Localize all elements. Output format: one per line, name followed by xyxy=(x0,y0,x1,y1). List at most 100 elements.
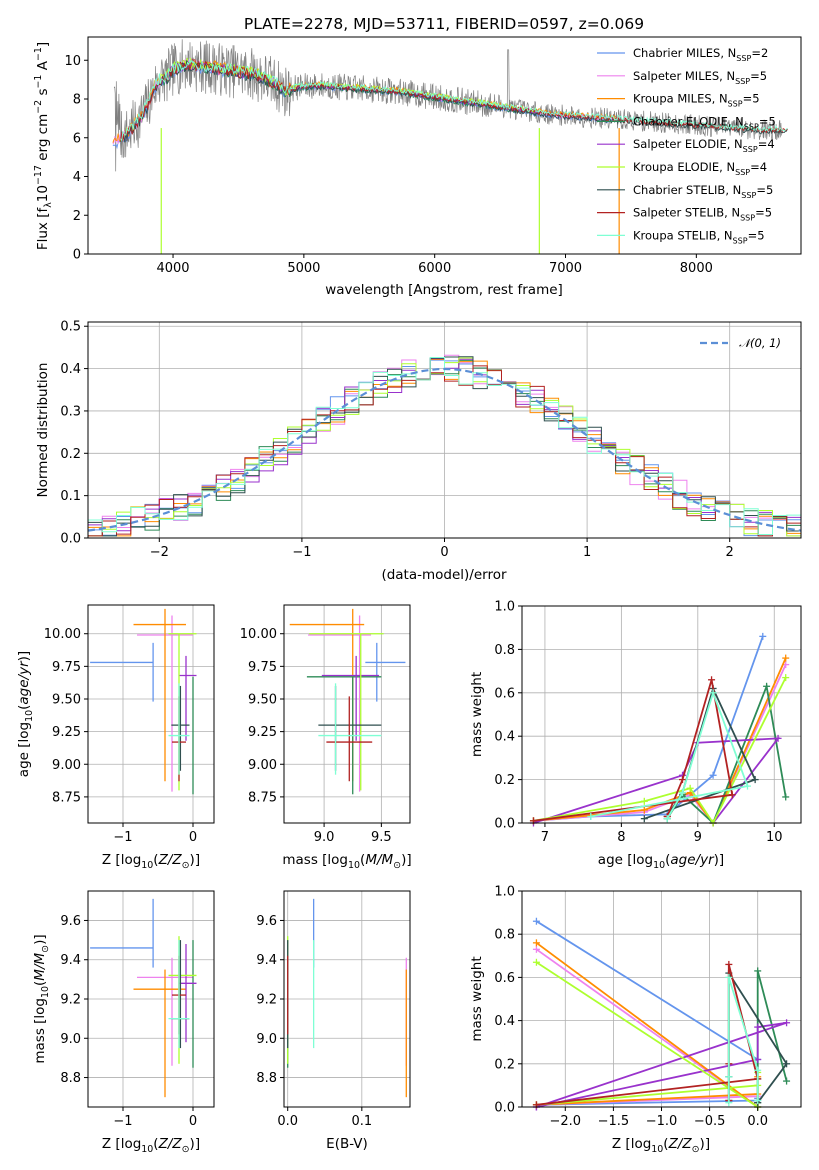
y-tick-label: 9.0 xyxy=(60,1032,81,1047)
y-tick-label: 0.2 xyxy=(494,773,515,788)
y-tick-label: 6 xyxy=(73,131,81,146)
y-tick-label: 0.2 xyxy=(60,447,81,462)
y-tick-label: 10.00 xyxy=(240,627,277,642)
legend-entry: Kroupa STELIB, NSSP=5 xyxy=(633,228,765,245)
y-tick-label: 9.50 xyxy=(52,692,81,707)
x-tick-label: −1.0 xyxy=(646,1114,678,1129)
chart-title: PLATE=2278, MJD=53711, FIBERID=0597, z=0… xyxy=(244,15,644,33)
axes-weight_vs_Z: −2.0 −1.5 −1.0 −0.5 0.0 0.0 0.2 0.4 0.6 0.8 1.0 Z [… xyxy=(469,885,802,1155)
axes-weight_vs_age: 7 8 9 10 0.0 0.2 0.4 0.6 0.8 1.0 age [log10(age/yr… xyxy=(469,600,802,871)
plot-area xyxy=(529,632,790,827)
y-tick-label: 8.8 xyxy=(256,1071,277,1086)
y-tick-label: 0 xyxy=(73,248,81,263)
y-tick-label: 9.25 xyxy=(52,725,81,740)
x-axis-label: mass [log10(M/M⊙)] xyxy=(282,852,411,871)
y-axis-label: mass weight xyxy=(469,956,485,1041)
x-tick-label: −2 xyxy=(150,545,169,560)
x-tick-label: 2 xyxy=(726,545,734,560)
x-axis-label: E(B-V) xyxy=(326,1136,368,1152)
x-tick-label: 0.0 xyxy=(277,1114,298,1129)
x-tick-label: −1 xyxy=(292,545,311,560)
legend-entry: Salpeter MILES, NSSP=5 xyxy=(633,69,767,86)
legend-entry: Chabrier ELODIE, NSSP=5 xyxy=(633,114,776,131)
y-tick-label: 0.3 xyxy=(60,404,81,419)
x-tick-label: 6000 xyxy=(418,261,451,276)
model-spectrum-line xyxy=(112,58,618,145)
weight-line xyxy=(756,970,788,1107)
x-axis-label: age [log10(age/yr)] xyxy=(598,852,724,871)
y-tick-label: 9.75 xyxy=(52,660,81,675)
x-tick-label: 8 xyxy=(617,830,625,845)
y-axis-label: mass weight xyxy=(469,672,485,757)
y-axis-label: mass [log10(M/M⊙)] xyxy=(32,934,51,1063)
plot-area xyxy=(532,917,791,1111)
plot-area xyxy=(88,354,801,537)
axes-frame xyxy=(87,36,802,255)
plot-area xyxy=(289,608,406,795)
y-tick-label: 4 xyxy=(73,170,81,185)
legend-entry: Chabrier MILES, NSSP=2 xyxy=(633,46,768,63)
y-axis-label: age [log10(age/yr)] xyxy=(16,651,35,777)
residual-histogram xyxy=(88,357,801,537)
y-axis-label: Normed distribution xyxy=(35,363,51,498)
x-axis-label: Z [log10(Z/Z⊙)] xyxy=(102,1136,200,1155)
y-tick-label: 0.1 xyxy=(60,489,81,504)
y-tick-label: 9.00 xyxy=(52,758,81,773)
axes-frame xyxy=(283,604,411,824)
legend-entry: 𝒩(0, 1) xyxy=(739,336,781,350)
y-tick-label: 10.00 xyxy=(44,627,81,642)
x-tick-label: 0 xyxy=(440,545,448,560)
axes-mass_vs_ebv: 0.0 0.1 8.8 9.0 9.2 9.4 9.6 E(B-V) xyxy=(256,890,411,1152)
y-tick-label: 9.4 xyxy=(256,953,277,968)
x-tick-label: 7 xyxy=(541,830,549,845)
legend-entry: Kroupa ELODIE, NSSP=4 xyxy=(633,160,767,177)
axes-frame xyxy=(87,604,215,824)
x-tick-label: 10 xyxy=(766,830,783,845)
y-tick-label: 9.0 xyxy=(256,1032,277,1047)
y-tick-label: 0.0 xyxy=(494,817,515,832)
x-tick-label: 9.0 xyxy=(314,830,335,845)
x-tick-label: 8000 xyxy=(680,261,713,276)
y-tick-label: 8.75 xyxy=(248,790,277,805)
model-spectrum-line xyxy=(112,59,618,150)
y-tick-label: 0.4 xyxy=(494,1014,515,1029)
y-tick-label: 8 xyxy=(73,93,81,108)
legend-entry: Chabrier STELIB, NSSP=5 xyxy=(633,183,773,200)
x-tick-label: 0.0 xyxy=(747,1114,768,1129)
axes-age_vs_Z: −1 0 8.75 9.00 9.25 9.50 9.75 10.00 Z [log10(Z/Z… xyxy=(16,604,215,871)
x-axis-label: Z [log10(Z/Z⊙)] xyxy=(612,1136,710,1155)
y-tick-label: 9.25 xyxy=(248,725,277,740)
x-tick-label: 9 xyxy=(694,830,702,845)
weight-line xyxy=(535,961,759,1109)
axes-frame xyxy=(521,605,802,824)
y-tick-label: 0.2 xyxy=(494,1057,515,1072)
model-spectrum-line xyxy=(120,58,788,142)
y-tick-label: 9.4 xyxy=(60,953,81,968)
weight-line xyxy=(535,920,759,1106)
y-tick-label: 9.2 xyxy=(60,993,81,1008)
weight-line xyxy=(533,677,787,825)
y-tick-label: 0.8 xyxy=(494,643,515,658)
axes-spectrum: 4000 5000 6000 7000 8000 0 2 4 6 8 10 Chabrier MILE… xyxy=(33,36,802,298)
legend-entry: Salpeter STELIB, NSSP=5 xyxy=(633,206,772,223)
y-tick-label: 0.5 xyxy=(60,320,81,335)
y-tick-label: 9.6 xyxy=(60,914,81,929)
y-tick-label: 0.6 xyxy=(494,686,515,701)
x-tick-label: −2.0 xyxy=(550,1114,582,1129)
y-tick-label: 2 xyxy=(73,209,81,224)
y-tick-label: 0.6 xyxy=(494,971,515,986)
x-tick-label: 7000 xyxy=(549,261,582,276)
y-tick-label: 9.2 xyxy=(256,993,277,1008)
legend-entry: Kroupa MILES, NSSP=5 xyxy=(633,92,760,109)
model-spectrum-line xyxy=(120,58,788,142)
y-tick-label: 8.75 xyxy=(52,790,81,805)
y-tick-label: 1.0 xyxy=(494,885,515,900)
x-tick-label: −1 xyxy=(113,830,132,845)
y-tick-label: 10 xyxy=(64,54,81,69)
x-tick-label: 1 xyxy=(583,545,591,560)
x-tick-label: 4000 xyxy=(156,261,189,276)
y-tick-label: 0.4 xyxy=(60,362,81,377)
y-tick-label: 9.6 xyxy=(256,914,277,929)
plot-area xyxy=(287,898,407,1098)
